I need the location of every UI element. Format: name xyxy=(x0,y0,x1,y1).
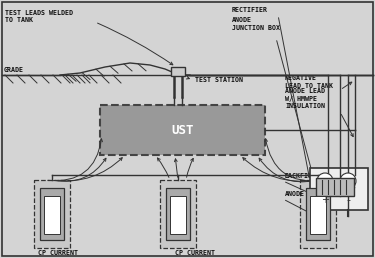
Bar xyxy=(34,180,70,248)
Circle shape xyxy=(340,173,356,189)
Bar xyxy=(300,180,336,248)
Bar xyxy=(310,196,326,234)
Text: GRADE: GRADE xyxy=(4,67,24,73)
Bar xyxy=(100,105,265,155)
Bar xyxy=(316,178,354,196)
Bar xyxy=(306,188,330,240)
Text: CP CURRENT: CP CURRENT xyxy=(38,250,78,256)
Text: -: - xyxy=(346,195,350,205)
Circle shape xyxy=(317,173,333,189)
Text: NEGATIVE
LEAD TO TANK: NEGATIVE LEAD TO TANK xyxy=(285,76,333,89)
Text: ANODE
JUNCTION BOX: ANODE JUNCTION BOX xyxy=(232,18,280,31)
Text: TEST LEADS WELDED
TO TANK: TEST LEADS WELDED TO TANK xyxy=(5,10,73,23)
Text: BACKFILL: BACKFILL xyxy=(285,173,317,179)
Bar xyxy=(160,180,196,248)
Text: UST: UST xyxy=(171,124,194,136)
Text: ANODE: ANODE xyxy=(285,191,305,197)
Text: RECTIFIER: RECTIFIER xyxy=(232,7,268,13)
Text: +: + xyxy=(321,195,329,205)
Text: TEST STATION: TEST STATION xyxy=(195,77,243,83)
Bar xyxy=(310,168,368,210)
Bar xyxy=(166,188,190,240)
Bar xyxy=(44,196,60,234)
Bar xyxy=(170,196,186,234)
Text: ANODE LEAD
W/ HMWPE
INSULATION: ANODE LEAD W/ HMWPE INSULATION xyxy=(285,88,325,109)
Text: CP CURRENT: CP CURRENT xyxy=(175,250,215,256)
Bar xyxy=(40,188,64,240)
Bar xyxy=(171,67,185,76)
